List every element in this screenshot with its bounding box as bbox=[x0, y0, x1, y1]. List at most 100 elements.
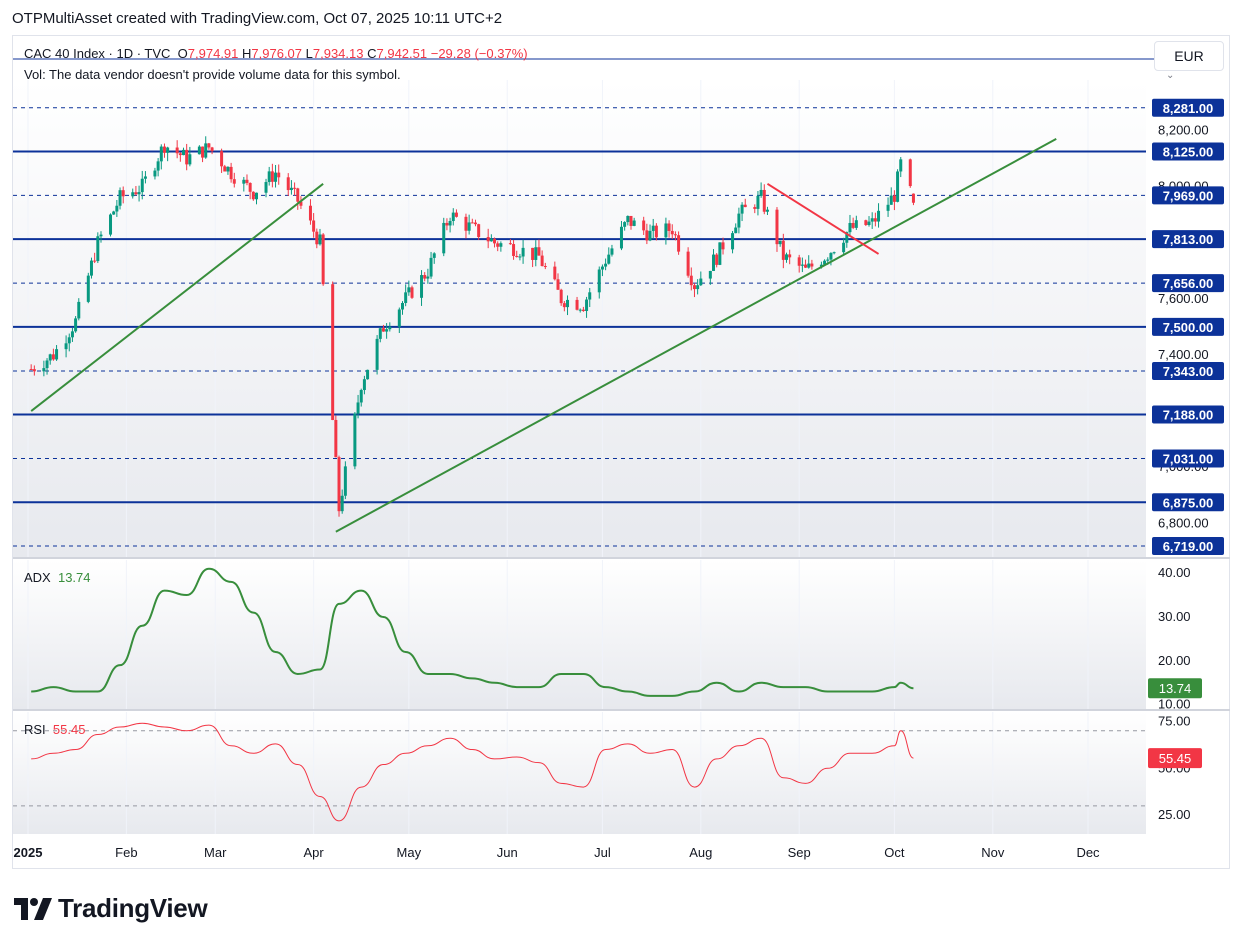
price-level-label: 8,125.00 bbox=[1163, 145, 1214, 160]
x-tick-label: 2025 bbox=[14, 845, 43, 860]
candle-body bbox=[115, 205, 119, 212]
x-tick-label: Sep bbox=[788, 845, 811, 860]
candle-body bbox=[677, 235, 681, 252]
price-level-badge bbox=[1152, 361, 1224, 380]
price-level-label: 8,281.00 bbox=[1163, 101, 1214, 116]
candle-body bbox=[537, 247, 541, 256]
candle-body bbox=[851, 222, 855, 228]
candle-body bbox=[204, 143, 208, 158]
close-value: 7,942.51 bbox=[376, 46, 428, 61]
candle-body bbox=[245, 179, 249, 183]
candle-body bbox=[626, 215, 630, 223]
candle-body bbox=[375, 338, 379, 370]
price-level-label: 7,813.00 bbox=[1163, 232, 1214, 247]
low-label: L bbox=[305, 46, 313, 61]
candle-body bbox=[785, 254, 789, 260]
candle-body bbox=[299, 201, 303, 206]
candle-body bbox=[896, 171, 900, 202]
candle-body bbox=[162, 146, 166, 153]
adx-legend[interactable]: ADX 13.74 bbox=[24, 570, 91, 585]
candle-body bbox=[740, 204, 744, 214]
candle-body bbox=[496, 243, 500, 247]
candle-body bbox=[654, 225, 658, 238]
candle-body bbox=[197, 146, 201, 155]
y-tick-label: 7,600.00 bbox=[1158, 291, 1209, 306]
candle-body bbox=[531, 247, 535, 260]
candle-body bbox=[867, 221, 871, 225]
indicator-y-tick: 25.00 bbox=[1158, 807, 1191, 822]
candle-body bbox=[540, 255, 544, 266]
candle-body bbox=[848, 222, 852, 233]
candle-body bbox=[385, 329, 389, 332]
chevron-down-icon[interactable]: ⌄ bbox=[1166, 70, 1175, 81]
price-level-label: 6,719.00 bbox=[1163, 539, 1214, 554]
candle-body bbox=[188, 154, 192, 165]
candle-body bbox=[800, 264, 804, 266]
candle-body bbox=[464, 216, 468, 231]
price-level-label: 7,969.00 bbox=[1163, 188, 1214, 203]
trendline-support-1[interactable] bbox=[30, 183, 324, 412]
candle-body bbox=[331, 284, 335, 420]
indicator-y-tick: 75.00 bbox=[1158, 713, 1191, 728]
candle-body bbox=[229, 166, 233, 180]
candle-body bbox=[467, 222, 471, 231]
candle-body bbox=[112, 211, 116, 215]
indicator-y-tick: 20.00 bbox=[1158, 653, 1191, 668]
indicator-y-tick: 30.00 bbox=[1158, 609, 1191, 624]
candle-body bbox=[29, 369, 33, 371]
candle-body bbox=[623, 222, 627, 227]
candle-body bbox=[312, 220, 316, 232]
price-level-badge bbox=[1152, 405, 1224, 424]
candle-body bbox=[708, 270, 712, 279]
candle-body bbox=[264, 182, 268, 193]
candle-body bbox=[610, 248, 614, 255]
candle-body bbox=[397, 309, 401, 327]
candle-body bbox=[420, 275, 424, 298]
price-level-badge bbox=[1152, 274, 1224, 293]
price-level-badge bbox=[1152, 493, 1224, 512]
candle-body bbox=[410, 287, 414, 298]
rsi-badge-text: 55.45 bbox=[1159, 751, 1192, 766]
trendline-support-2[interactable] bbox=[335, 138, 1057, 533]
candle-body bbox=[32, 369, 36, 372]
candle-body bbox=[619, 226, 623, 249]
price-level-badge bbox=[1152, 186, 1224, 205]
candle-body bbox=[845, 232, 849, 243]
candle-body bbox=[778, 240, 782, 245]
candle-body bbox=[70, 331, 74, 338]
candle-body bbox=[67, 337, 71, 344]
candle-body bbox=[223, 166, 227, 172]
candle-body bbox=[270, 171, 274, 182]
adx-badge-text: 13.74 bbox=[1159, 681, 1192, 696]
candle-body bbox=[429, 257, 433, 277]
candle-body bbox=[518, 256, 522, 258]
candle-body bbox=[366, 369, 370, 380]
candle-body bbox=[597, 269, 601, 293]
adx-line[interactable] bbox=[31, 567, 914, 697]
candle-body bbox=[93, 260, 97, 262]
candle-body bbox=[220, 151, 224, 167]
candle-body bbox=[318, 234, 322, 245]
panel-background bbox=[13, 560, 1146, 709]
symbol-name[interactable]: CAC 40 Index · 1D · TVC bbox=[24, 46, 171, 61]
candle-body bbox=[553, 266, 557, 280]
candle-body bbox=[153, 170, 157, 177]
candle-body bbox=[232, 179, 236, 184]
candle-body bbox=[48, 354, 52, 361]
candle-body bbox=[274, 172, 278, 182]
candle-body bbox=[823, 260, 827, 265]
currency-button[interactable]: EUR bbox=[1154, 41, 1224, 71]
candle-body bbox=[775, 209, 779, 245]
candle-body bbox=[600, 266, 604, 270]
candle-body bbox=[51, 354, 55, 360]
candle-body bbox=[166, 147, 170, 153]
candle-body bbox=[699, 278, 703, 286]
candle-body bbox=[508, 243, 512, 245]
rsi-legend[interactable]: RSI 55.45 bbox=[24, 722, 85, 737]
trendline-resistance[interactable] bbox=[766, 182, 880, 255]
rsi-line[interactable] bbox=[31, 722, 914, 822]
candle-body bbox=[454, 212, 458, 217]
x-tick-label: Feb bbox=[115, 845, 137, 860]
indicator-y-tick: 40.00 bbox=[1158, 565, 1191, 580]
